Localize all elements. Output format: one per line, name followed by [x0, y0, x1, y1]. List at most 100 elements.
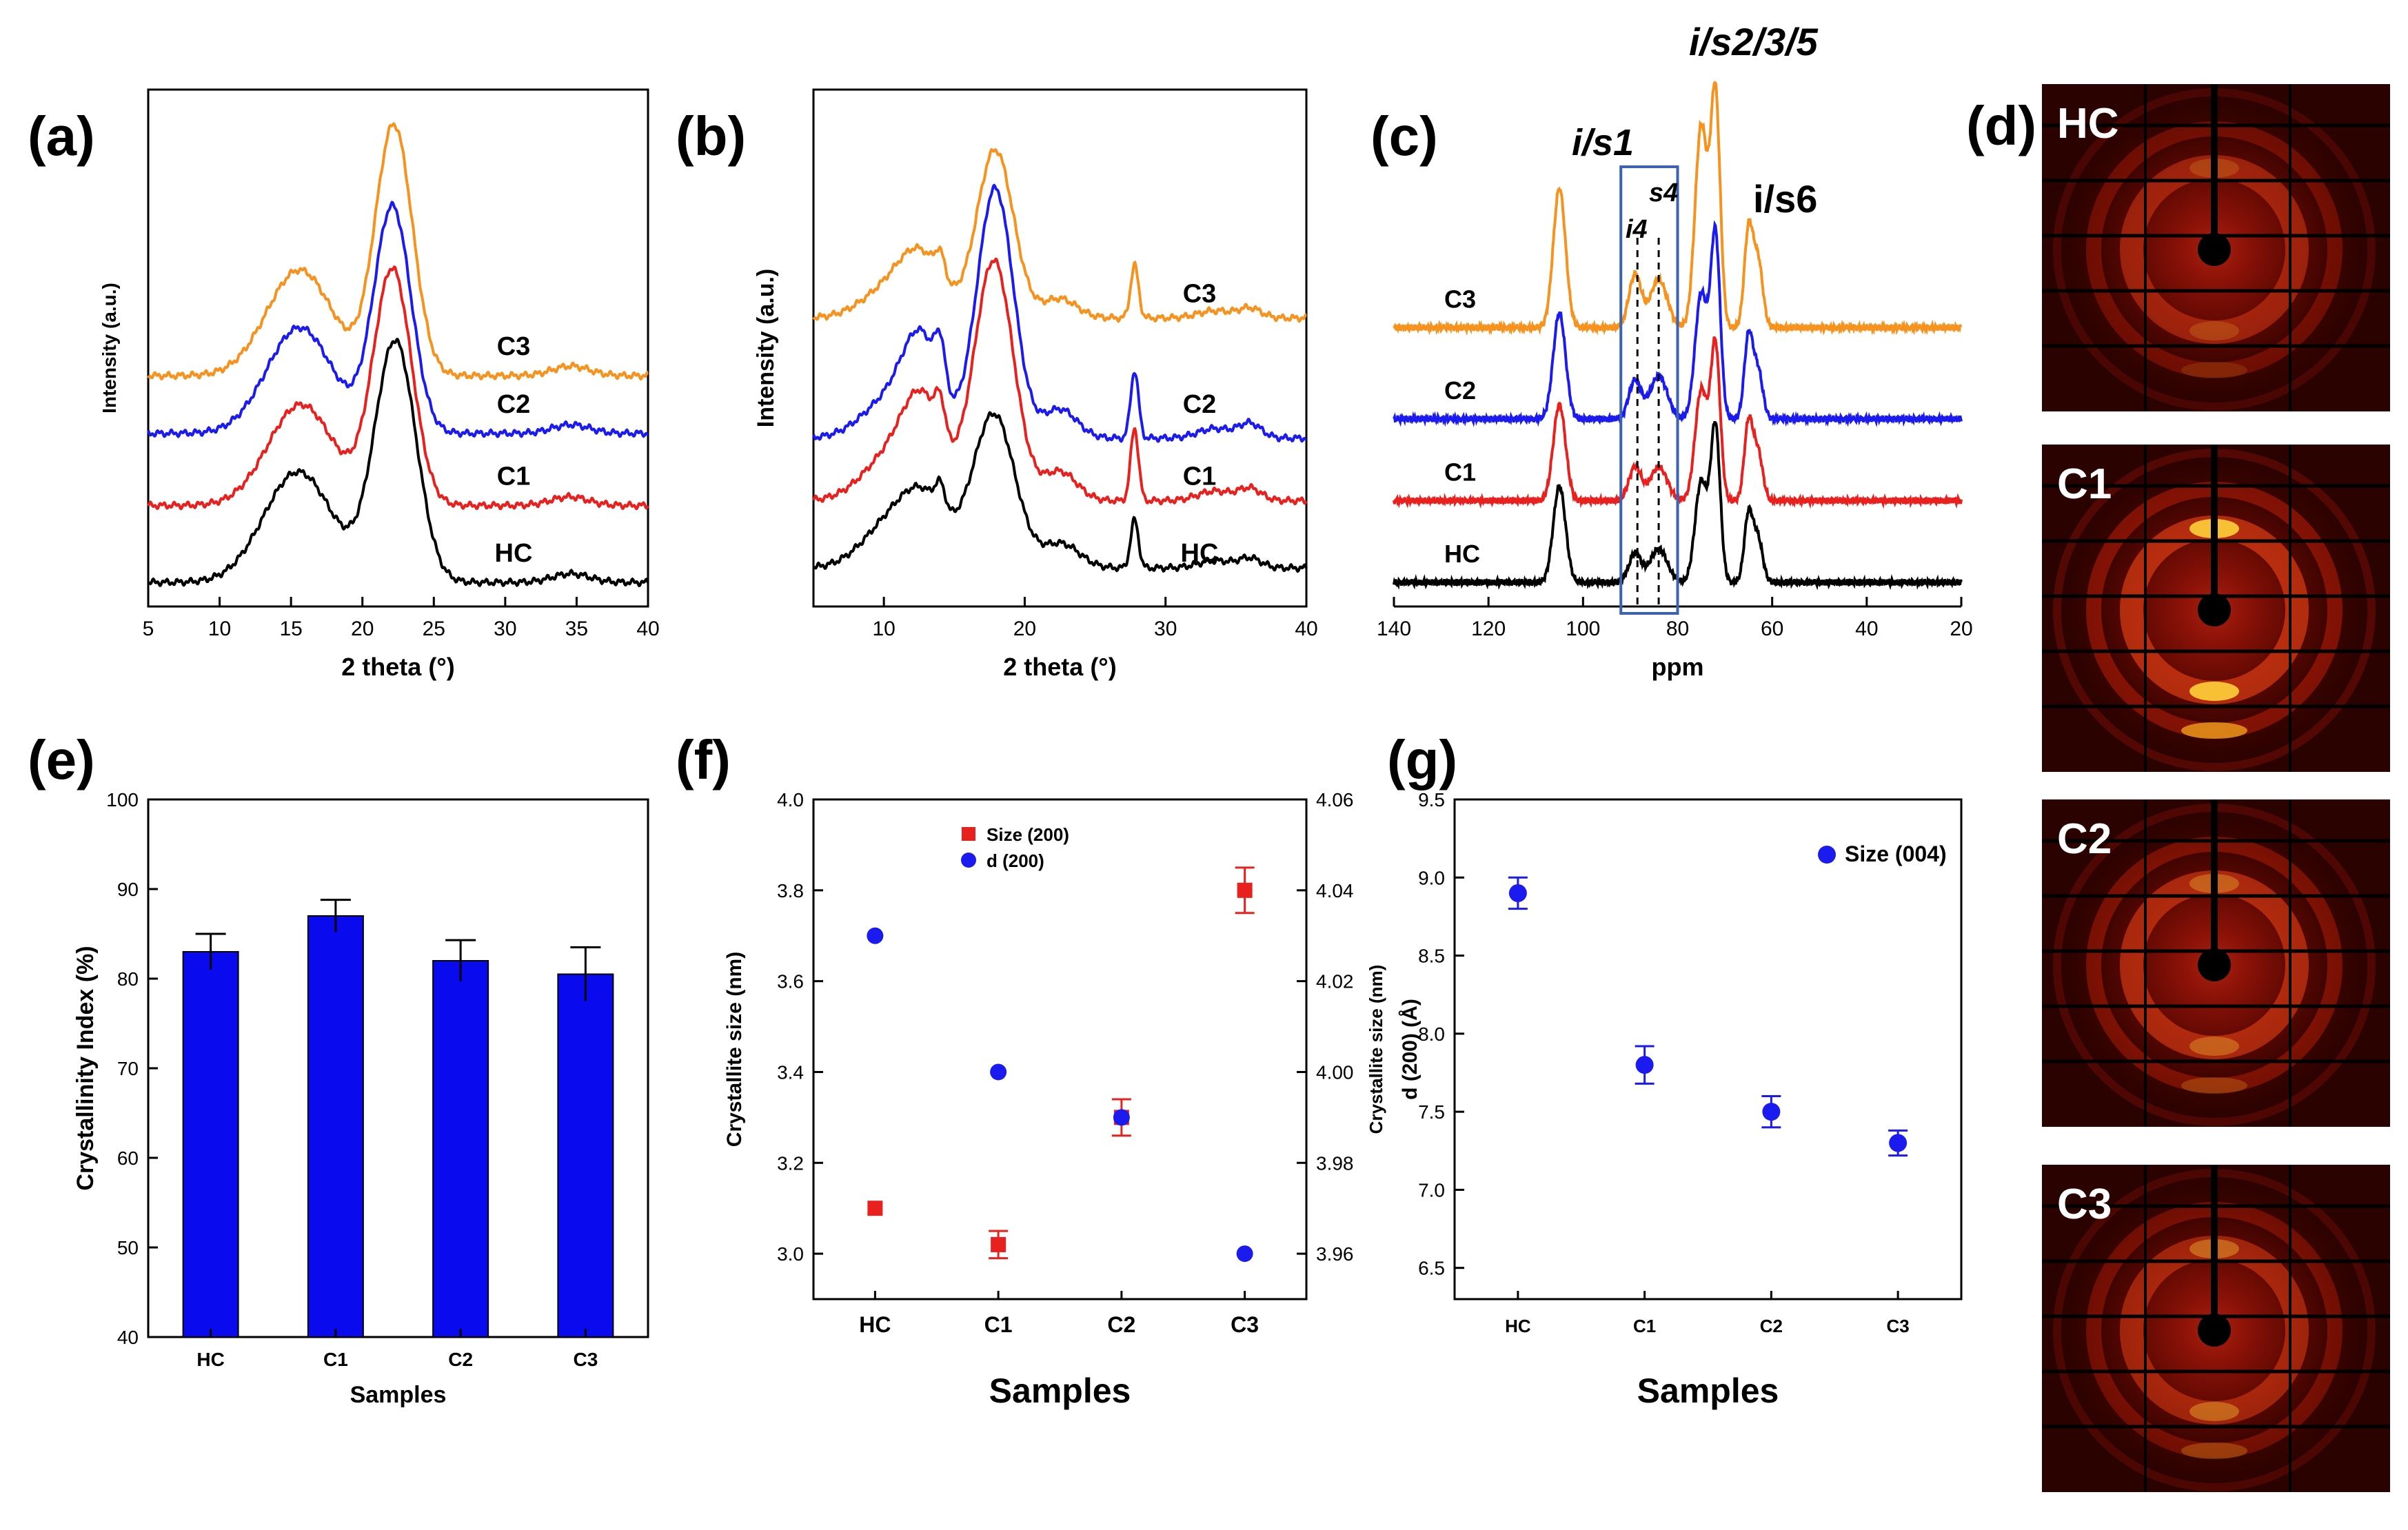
beam-stop: [2198, 593, 2231, 626]
series-label-HC: HC: [1444, 540, 1480, 568]
x-tick-label: C3: [1887, 1316, 1910, 1336]
panel-label-c: (c): [1370, 105, 1438, 167]
plot-frame: [1453, 798, 1963, 1300]
diffraction-image-C3: C3: [2042, 1165, 2390, 1496]
x-tick-label: C3: [573, 1349, 598, 1370]
spot-bottom-outer: [2181, 1442, 2247, 1459]
x-tick-label: 100: [1566, 618, 1600, 640]
point-d-200-: [1113, 1109, 1130, 1126]
y-tick-label: 70: [117, 1058, 139, 1079]
y-tick-label: 4.0: [777, 789, 804, 810]
x-tick-label: 35: [565, 618, 588, 640]
point-Size-200-: [991, 1236, 1006, 1252]
panel-f: (f) 3.0 3.2 3.4 3.6 3.8 4.0 3.96 3.98 4.00 4.02 4.0…: [676, 729, 1421, 1410]
y-tick-label: 3.2: [777, 1152, 804, 1174]
peak-label: i/s6: [1753, 177, 1817, 221]
y-tick-label: 50: [117, 1237, 139, 1258]
spot-bottom-outer: [2181, 722, 2247, 739]
x-axis-title: 2 theta (°): [341, 653, 454, 681]
series-label-C3: C3: [497, 332, 531, 361]
series-label-HC: HC: [1181, 539, 1219, 568]
point-d-200-: [1236, 1245, 1253, 1263]
y-tick-label: 80: [117, 968, 139, 990]
x-tick-label: 30: [1154, 618, 1177, 640]
image-label: C3: [2057, 1181, 2112, 1228]
spot-bottom: [2189, 1037, 2239, 1056]
y-tick-label: 3.8: [777, 880, 804, 901]
panel-label-g: (g): [1387, 729, 1457, 790]
peak-label: i4: [1626, 215, 1648, 244]
x-tick-label: 25: [423, 618, 445, 640]
y-right-tick-label: 4.06: [1316, 789, 1354, 810]
plot-frame: [147, 88, 649, 608]
image-label: HC: [2057, 100, 2119, 147]
point-Size-004-: [1508, 884, 1527, 902]
x-tick-label: C1: [984, 1312, 1013, 1337]
spot-bottom: [2189, 682, 2239, 701]
x-tick-label: 10: [872, 618, 895, 640]
point-Size-200-: [1237, 882, 1253, 898]
panel-c: (c) 140 120 100 80 60 40 20 ppm C3 C2 C1 HC i/s1 i/s2/…: [1370, 20, 1973, 681]
diffraction-image-HC: HC: [2042, 84, 2390, 415]
series-line-C2: [147, 201, 649, 439]
y-tick-label: 8.0: [1418, 1023, 1445, 1045]
x-tick-label: C3: [1231, 1312, 1259, 1337]
y-right-axis-title: d (200) (Å): [1399, 999, 1421, 1100]
legend-marker: [961, 853, 976, 868]
x-axis-title: Samples: [989, 1371, 1131, 1410]
spot-bottom-outer: [2181, 1077, 2247, 1094]
x-tick-label: 30: [494, 618, 516, 640]
x-axis-title: Samples: [1637, 1371, 1779, 1410]
series-label-C3: C3: [1183, 280, 1217, 309]
highlight-box: [1619, 165, 1679, 615]
series-line-C1: [812, 257, 1308, 506]
y-tick-label: 7.0: [1418, 1179, 1445, 1201]
y-axis-title: Crystallite size (nm): [1366, 965, 1386, 1134]
panel-label-d: (d): [1966, 95, 2036, 156]
series-label-C3: C3: [1444, 285, 1476, 313]
point-Size-004-: [1635, 1056, 1654, 1074]
x-tick-label: 40: [1295, 618, 1317, 640]
x-tick-label: 10: [208, 618, 231, 640]
series-label-C1: C1: [497, 462, 531, 491]
y-right-tick-label: 3.96: [1316, 1243, 1354, 1265]
spot-bottom: [2189, 1402, 2239, 1421]
series-label-C2: C2: [497, 390, 531, 419]
diffraction-image-C2: C2: [2042, 799, 2390, 1130]
x-tick-label: 140: [1377, 618, 1411, 640]
y-tick-label: 3.0: [777, 1243, 804, 1265]
series-line-C1: [147, 265, 649, 511]
x-tick-label: 20: [1013, 618, 1036, 640]
x-tick-label: 15: [279, 618, 302, 640]
series-label-C2: C2: [1183, 390, 1217, 419]
x-tick-label: HC: [196, 1349, 224, 1370]
bar-HC: [182, 951, 239, 1338]
series-line-HC: [813, 411, 1308, 573]
y-axis-title: Crystallinity Index (%): [72, 946, 99, 1190]
series-label-C2: C2: [1444, 376, 1476, 405]
beam-stop: [2198, 233, 2231, 266]
x-tick-label: 20: [351, 618, 374, 640]
x-tick-label: 80: [1666, 618, 1689, 640]
x-tick-label: C1: [1633, 1316, 1656, 1336]
x-tick-label: 20: [1950, 618, 1972, 640]
x-tick-label: 60: [1761, 618, 1783, 640]
series-line-C2: [812, 183, 1307, 443]
panel-label-e: (e): [28, 729, 95, 790]
legend-label: d (200): [987, 850, 1044, 871]
legend-label: Size (200): [987, 824, 1069, 845]
beam-stop: [2198, 948, 2231, 981]
panel-b: (b) 10 20 30 40 2 theta (°) Intensity (a.u.) C3…: [676, 88, 1318, 681]
spot-bottom-outer: [2181, 362, 2247, 378]
panel-d: (d) HC C1 C2 C3: [1966, 84, 2390, 1496]
y-axis-title: Intensity (a.u.): [99, 283, 120, 414]
x-tick-label: C2: [1760, 1316, 1783, 1336]
point-Size-200-: [867, 1201, 883, 1216]
y-right-tick-label: 4.02: [1316, 971, 1354, 992]
legend-label: Size (004): [1845, 842, 1947, 866]
y-tick-label: 3.4: [777, 1061, 804, 1083]
y-tick-label: 9.0: [1418, 867, 1445, 888]
series-label-HC: HC: [495, 539, 533, 568]
